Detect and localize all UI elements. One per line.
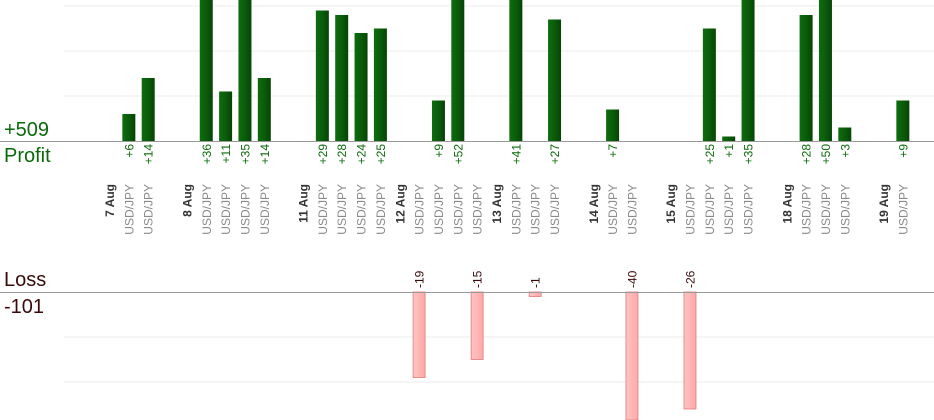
profit-bar (818, 0, 832, 141)
loss-value-label: -15 (471, 270, 485, 288)
date-tick-label: 19 Aug (877, 184, 891, 224)
profit-bar (702, 28, 716, 141)
profit-value-label: +27 (548, 144, 562, 165)
symbol-tick-label: USD/JPY (838, 184, 852, 235)
axes (0, 141, 934, 293)
symbol-tick-label: USD/JPY (606, 184, 620, 235)
profit-value-label: +52 (451, 144, 465, 165)
symbol-tick-label: USD/JPY (722, 184, 736, 235)
date-tick-label: 7 Aug (103, 184, 117, 217)
symbol-tick-label: USD/JPY (625, 184, 639, 235)
symbol-tick-label: USD/JPY (219, 184, 233, 235)
symbol-tick-label: USD/JPY (548, 184, 562, 235)
profit-value-label: +14 (142, 144, 156, 165)
profit-value-label: +29 (316, 144, 330, 165)
profit-value-label: +3 (838, 144, 852, 158)
profit-bar (451, 0, 465, 141)
profit-value-label: +50 (819, 144, 833, 165)
date-tick-label: 18 Aug (780, 184, 794, 224)
profit-bar (896, 100, 910, 141)
profit-value-label: +7 (606, 144, 620, 158)
profit-value-label: +25 (703, 144, 717, 165)
symbol-tick-label: USD/JPY (819, 184, 833, 235)
symbol-tick-label: USD/JPY (529, 184, 543, 235)
profit-value-label: +9 (432, 144, 446, 158)
profit-value-label: +28 (335, 144, 349, 165)
symbol-tick-label: USD/JPY (451, 184, 465, 235)
symbol-tick-label: USD/JPY (142, 184, 156, 235)
profit-bar (238, 0, 252, 141)
profit-bar (354, 33, 368, 141)
profit-label: Profit (4, 145, 51, 167)
profit-bar (122, 114, 136, 141)
profit-bar (509, 0, 523, 141)
symbol-tick-label: USD/JPY (374, 184, 388, 235)
loss-value-label: -1 (529, 277, 543, 288)
profit-value-label: +41 (509, 144, 523, 165)
symbol-tick-label: USD/JPY (742, 184, 756, 235)
profit-bar (741, 0, 755, 141)
profit-value-label: +36 (200, 144, 214, 165)
symbol-tick-label: USD/JPY (471, 184, 485, 235)
date-tick-label: 14 Aug (587, 184, 601, 224)
date-tick-label: 12 Aug (393, 184, 407, 224)
profit-bar (141, 78, 155, 141)
profit-value-label: +9 (896, 144, 910, 158)
symbol-tick-label: USD/JPY (800, 184, 814, 235)
profit-total: +509 (4, 119, 50, 141)
symbol-tick-label: USD/JPY (335, 184, 349, 235)
symbol-tick-label: USD/JPY (413, 184, 427, 235)
profit-value-label: +35 (742, 144, 756, 165)
profit-bar (257, 78, 271, 141)
profit-bar (799, 15, 813, 141)
symbol-tick-label: USD/JPY (258, 184, 272, 235)
date-tick-label: 13 Aug (490, 184, 504, 224)
symbol-tick-label: USD/JPY (200, 184, 214, 235)
loss-label: Loss (4, 269, 47, 291)
profit-bar (548, 19, 562, 141)
profit-bar (606, 109, 620, 141)
profit-bar (315, 10, 329, 141)
symbol-tick-label: USD/JPY (122, 184, 136, 235)
profit-value-label: +24 (355, 144, 369, 165)
bars (122, 0, 910, 420)
profit-bar (838, 127, 852, 141)
loss-value-label: -40 (625, 270, 639, 288)
profit-value-label: +28 (800, 144, 814, 165)
loss-value-label: -19 (413, 270, 427, 288)
symbol-tick-label: USD/JPY (432, 184, 446, 235)
profit-value-label: +35 (238, 144, 252, 165)
profit-bar (431, 100, 445, 141)
symbol-tick-label: USD/JPY (684, 184, 698, 235)
profit-bar (373, 28, 387, 141)
profit-bar (722, 136, 736, 141)
symbol-tick-label: USD/JPY (509, 184, 523, 235)
loss-total: -101 (4, 296, 45, 318)
symbol-tick-label: USD/JPY (238, 184, 252, 235)
profit-value-label: +6 (122, 144, 136, 158)
symbol-tick-label: USD/JPY (355, 184, 369, 235)
loss-bar (470, 291, 484, 360)
labels: 7 Aug +6 USD/JPY +14 USD/JPY 8 Aug +36 USD/JPY +… (103, 144, 910, 288)
date-tick-label: 15 Aug (664, 184, 678, 224)
profit-bar (219, 91, 233, 141)
profit-bar (335, 15, 349, 141)
profit-value-label: +11 (219, 144, 233, 164)
loss-value-label: -26 (684, 270, 698, 288)
profit-bar (199, 0, 213, 141)
profit-value-label: +14 (258, 144, 272, 165)
date-tick-label: 8 Aug (180, 184, 194, 217)
loss-bar (412, 291, 426, 378)
profit-value-label: +1 (722, 144, 736, 158)
loss-bar (683, 291, 697, 410)
profit-value-label: +25 (374, 144, 388, 165)
date-tick-label: 11 Aug (297, 184, 311, 223)
loss-bar (625, 291, 639, 420)
symbol-tick-label: USD/JPY (896, 184, 910, 235)
symbol-tick-label: USD/JPY (316, 184, 330, 235)
symbol-tick-label: USD/JPY (703, 184, 717, 235)
